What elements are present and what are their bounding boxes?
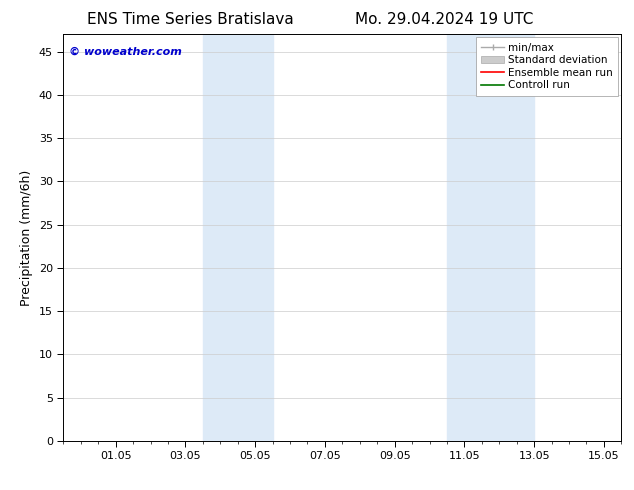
Text: Mo. 29.04.2024 19 UTC: Mo. 29.04.2024 19 UTC: [354, 12, 533, 27]
Text: © woweather.com: © woweather.com: [69, 47, 182, 56]
Text: ENS Time Series Bratislava: ENS Time Series Bratislava: [87, 12, 294, 27]
Bar: [447, 34, 534, 441]
Bar: [203, 34, 273, 441]
Legend: min/max, Standard deviation, Ensemble mean run, Controll run: min/max, Standard deviation, Ensemble me…: [476, 37, 618, 96]
Y-axis label: Precipitation (mm/6h): Precipitation (mm/6h): [20, 170, 34, 306]
